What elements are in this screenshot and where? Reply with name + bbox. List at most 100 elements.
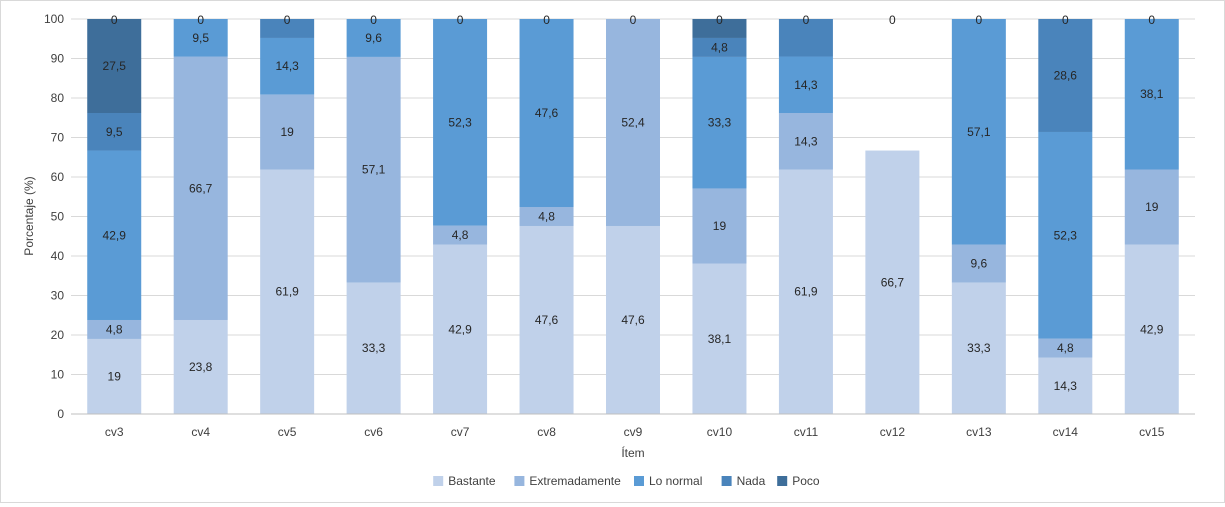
bar-cv5-bastante <box>260 169 315 414</box>
data-label: 52,3 <box>448 115 472 129</box>
data-label: 4,8 <box>106 322 123 336</box>
y-axis-title: Porcentaje (%) <box>22 176 36 255</box>
bar-cv10-lo-normal <box>692 56 747 189</box>
data-label: 0 <box>976 13 983 27</box>
bar-cv10-poco <box>692 19 747 38</box>
data-label: 42,9 <box>448 322 472 336</box>
y-tick-label: 80 <box>51 91 65 105</box>
bar-cv11-lo-normal <box>778 56 833 114</box>
bar-cv13-extremadamente <box>951 244 1006 283</box>
legend-swatch <box>721 476 732 486</box>
data-label: 42,9 <box>103 228 127 242</box>
bar-cv14-nada <box>1038 19 1093 132</box>
x-tick-label: cv7 <box>451 425 470 439</box>
bar-cv7-bastante <box>433 244 488 414</box>
data-label: 61,9 <box>275 285 299 299</box>
data-label: 0 <box>889 13 896 27</box>
data-label: 66,7 <box>189 181 213 195</box>
y-tick-label: 30 <box>51 289 65 303</box>
bar-cv13-bastante <box>951 282 1006 414</box>
data-label: 28,6 <box>1054 68 1078 82</box>
data-label: 0 <box>543 13 550 27</box>
bar-cv8-lo-normal <box>519 19 574 208</box>
data-label: 0 <box>284 13 291 27</box>
bar-cv3-poco <box>87 19 142 114</box>
bar-cv3-extremadamente <box>87 319 142 339</box>
data-label: 47,6 <box>621 313 645 327</box>
x-tick-label: cv10 <box>707 425 733 439</box>
bar-cv8-extremadamente <box>519 207 574 226</box>
y-tick-label: 20 <box>51 328 65 342</box>
bar-cv5-lo-normal <box>260 37 315 95</box>
bar-cv6-bastante <box>346 282 401 414</box>
data-label: 4,8 <box>452 228 469 242</box>
data-label: 19 <box>1145 200 1159 214</box>
x-tick-label: cv6 <box>364 425 383 439</box>
data-label: 9,6 <box>971 257 988 271</box>
data-label: 47,6 <box>535 313 559 327</box>
data-label: 19 <box>713 219 727 233</box>
x-tick-label: cv4 <box>191 425 210 439</box>
y-tick-label: 10 <box>51 368 65 382</box>
data-label: 19 <box>108 369 122 383</box>
data-label: 14,3 <box>275 59 299 73</box>
x-tick-label: cv12 <box>880 425 906 439</box>
legend-label: Extremadamente <box>529 474 621 488</box>
bar-cv11-nada <box>778 19 833 57</box>
x-tick-label: cv9 <box>624 425 643 439</box>
data-label: 14,3 <box>1054 379 1078 393</box>
data-label: 47,6 <box>535 106 559 120</box>
bar-cv3-bastante <box>87 338 142 414</box>
data-label: 38,1 <box>1140 87 1164 101</box>
data-label: 33,3 <box>967 341 991 355</box>
legend-swatch <box>777 476 788 486</box>
bars <box>87 19 1179 414</box>
legend-label: Bastante <box>448 474 496 488</box>
x-tick-label: cv15 <box>1139 425 1165 439</box>
bar-cv10-bastante <box>692 263 747 414</box>
data-label: 0 <box>111 13 118 27</box>
data-label: 0 <box>803 13 810 27</box>
bar-cv5-nada <box>260 19 315 38</box>
axes: 0 10 20 30 40 50 60 70 80 90 100 cv3 cv4 cv5 cv6 cv7 cv8… <box>44 12 1195 439</box>
bar-cv15-lo-normal <box>1124 19 1179 170</box>
data-label: 9,6 <box>365 31 382 45</box>
legend-label: Nada <box>737 474 766 488</box>
bar-cv15-bastante <box>1124 244 1179 414</box>
bar-cv3-nada <box>87 113 142 151</box>
bar-cv13-lo-normal <box>951 19 1006 245</box>
bar-cv8-bastante <box>519 225 574 414</box>
data-label: 0 <box>197 13 204 27</box>
bar-cv9-extremadamente <box>606 19 660 226</box>
data-label: 19 <box>280 125 294 139</box>
data-label: 4,8 <box>1057 341 1074 355</box>
bar-cv4-extremadamente <box>173 56 228 320</box>
data-label: 9,5 <box>106 125 123 139</box>
bar-cv15-extremadamente <box>1124 169 1179 245</box>
data-label: 61,9 <box>794 285 818 299</box>
data-label: 4,8 <box>538 210 555 224</box>
bar-cv10-nada <box>692 37 747 57</box>
x-tick-label: cv11 <box>794 425 819 439</box>
data-label: 38,1 <box>708 332 732 346</box>
legend-swatch <box>634 476 644 486</box>
x-tick-label: cv8 <box>537 425 556 439</box>
y-tick-label: 40 <box>51 249 65 263</box>
data-label: 0 <box>457 13 464 27</box>
y-tick-label: 70 <box>51 131 65 145</box>
y-tick-label: 90 <box>51 52 65 66</box>
bar-cv6-lo-normal <box>346 19 401 57</box>
legend-swatch <box>514 476 525 486</box>
x-axis-title: Ítem <box>621 445 644 460</box>
data-label: 52,4 <box>621 115 645 129</box>
data-label: 33,3 <box>362 341 386 355</box>
bar-cv12-bastante <box>865 150 920 414</box>
y-tick-label: 60 <box>51 170 65 184</box>
data-label: 27,5 <box>103 59 127 73</box>
bar-cv14-extremadamente <box>1038 338 1093 358</box>
bar-cv10-extremadamente <box>692 188 747 264</box>
x-tick-label: cv13 <box>966 425 992 439</box>
data-label: 23,8 <box>189 360 213 374</box>
